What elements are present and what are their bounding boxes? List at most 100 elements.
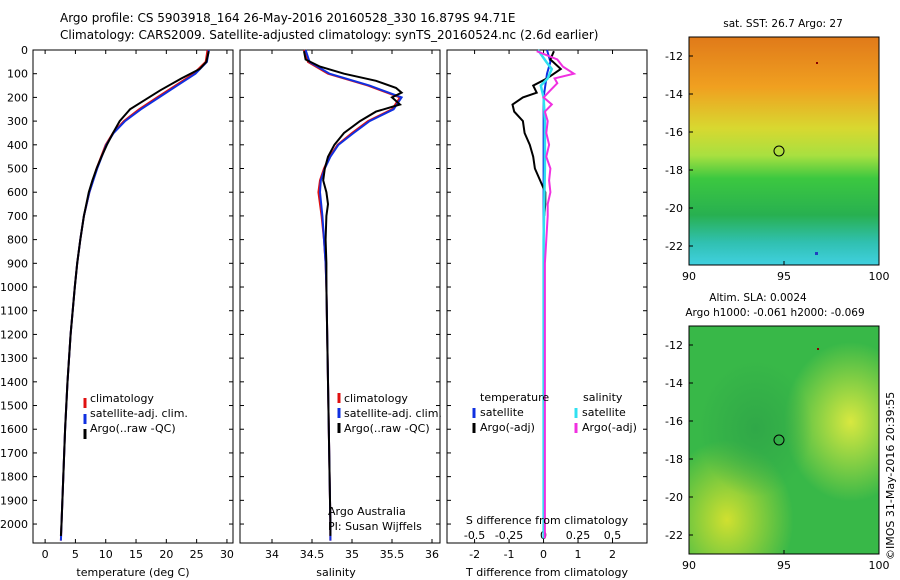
salinity-xlabel: salinity: [316, 566, 356, 579]
map-y-tick-label: -16: [665, 126, 683, 139]
map-y-tick-label: -12: [665, 339, 683, 352]
legend-sat-label: satellite-adj. clim.: [90, 407, 188, 420]
y-tick-label: 200: [7, 91, 28, 104]
sst-argo-marker: [773, 145, 785, 157]
sst-map-spot-2: [815, 252, 818, 255]
legend-salinity-heading: salinity: [583, 391, 623, 404]
y-tick-label: 2000: [0, 518, 28, 531]
temperature-ticks: 0100200300400500600700800900100011001200…: [0, 44, 234, 561]
sla-argo-marker: [773, 434, 785, 446]
salinity-panel: 34 34.5 35 35.5 36 climatology satellite-adj…: [239, 49, 442, 579]
y-tick-label: 400: [7, 139, 28, 152]
legend-t-sat-label: satellite: [480, 406, 524, 419]
credit-line-1: Argo Australia: [328, 505, 406, 518]
x-tick-label: 5: [72, 548, 79, 561]
map-x-tick-label: 90: [682, 559, 696, 572]
difference-series: [511, 49, 577, 539]
x-tick-label: 34.5: [300, 548, 325, 561]
y-tick-label: 600: [7, 186, 28, 199]
temperature-legend: climatology satellite-adj. clim. Argo(..…: [83, 392, 188, 439]
map-y-tick-label: -14: [665, 377, 683, 390]
x-top-tick-label: 0.25: [566, 529, 591, 542]
salinity-ticks: 34 34.5 35 35.5 36: [240, 49, 440, 561]
x-top-tick-label: -0.5: [464, 529, 485, 542]
x-tick-label: 2: [609, 548, 616, 561]
map-y-tick-label: -12: [665, 50, 683, 63]
x-tick-label: 35: [345, 548, 359, 561]
map-y-tick-label: -22: [665, 240, 683, 253]
y-tick-label: 1300: [0, 352, 28, 365]
x-tick-label: 30: [220, 548, 234, 561]
map-y-tick-label: -14: [665, 88, 683, 101]
map-x-tick-label: 100: [869, 270, 890, 283]
series-line-argo-raw-qc-: [303, 51, 404, 536]
y-tick-label: 1000: [0, 281, 28, 294]
y-tick-label: 900: [7, 257, 28, 270]
map-y-tick-label: -16: [665, 415, 683, 428]
y-tick-label: 1600: [0, 423, 28, 436]
map-y-tick-label: -18: [665, 453, 683, 466]
legend-s-sat-label: satellite: [582, 406, 626, 419]
temperature-axes: [32, 49, 234, 544]
series-line-salinity-argo-adj-: [536, 50, 577, 539]
temperature-xlabel: temperature (deg C): [76, 566, 189, 579]
legend-clim-label: climatology: [344, 392, 408, 405]
legend-s-argo-label: Argo(-adj): [582, 421, 637, 434]
map-x-tick-label: 90: [682, 270, 696, 283]
sla-map-spot: [817, 348, 819, 350]
sst-map-title: sat. SST: 26.7 Argo: 27: [723, 18, 843, 30]
y-tick-label: 0: [21, 44, 28, 57]
x-tick-label: 0: [42, 548, 49, 561]
x-top-tick-label: 0.5: [604, 529, 622, 542]
y-tick-label: 1400: [0, 376, 28, 389]
x-tick-label: 15: [129, 548, 143, 561]
difference-legend: temperature salinity satellite Argo(-adj…: [472, 391, 637, 434]
map-x-tick-label: 100: [869, 559, 890, 572]
sla-map-ticks: 90 95 100 -12 -14 -16 -18 -20 -22: [665, 339, 889, 572]
legend-clim-label: climatology: [90, 392, 154, 405]
x-tick-label: 35.5: [380, 548, 405, 561]
map-y-tick-label: -22: [665, 529, 683, 542]
y-tick-label: 1900: [0, 494, 28, 507]
legend-temperature-heading: temperature: [480, 391, 549, 404]
y-tick-label: 800: [7, 234, 28, 247]
sst-map-spot: [816, 62, 818, 64]
x-tick-label: 25: [190, 548, 204, 561]
x-tick-label: 1: [575, 548, 582, 561]
credit-line-2: PI: Susan Wijffels: [328, 520, 422, 533]
legend-t-argo-label: Argo(-adj): [480, 421, 535, 434]
y-tick-label: 1800: [0, 471, 28, 484]
x-top-tick-label: -0.25: [495, 529, 523, 542]
difference-panel: -2 -1 0 1 2-0.5 -0.25 0 0.25 0.5 temperature sal…: [446, 49, 648, 579]
legend-sat-label: satellite-adj. clim.: [344, 407, 442, 420]
series-line-salinity-satellite: [536, 49, 554, 539]
x-tick-label: 0: [540, 548, 547, 561]
map-y-tick-label: -20: [665, 491, 683, 504]
sla-map-title-2: Argo h1000: -0.061 h2000: -0.069: [685, 307, 864, 319]
figure-title-2: Climatology: CARS2009. Satellite-adjuste…: [60, 28, 598, 42]
x-tick-label: -2: [469, 548, 480, 561]
salinity-axes: [239, 49, 441, 544]
y-tick-label: 1500: [0, 400, 28, 413]
x-tick-label: 34: [265, 548, 279, 561]
map-x-tick-label: 95: [777, 559, 791, 572]
x-tick-label: 36: [425, 548, 439, 561]
sst-map-ticks: 90 95 100 -12 -14 -16 -18 -20 -22: [665, 50, 889, 283]
map-y-tick-label: -20: [665, 202, 683, 215]
y-tick-label: 300: [7, 115, 28, 128]
watermark: ©IMOS 31-May-2016 20:39:55: [884, 392, 897, 560]
difference-xlabel: T difference from climatology: [465, 566, 628, 579]
y-tick-label: 500: [7, 163, 28, 176]
x-tick-label: 10: [99, 548, 113, 561]
y-tick-label: 700: [7, 210, 28, 223]
sst-map-panel: sat. SST: 26.7 Argo: 27 90 95 100 -12 -14 -16…: [665, 18, 889, 283]
difference-top-xlabel: S difference from climatology: [466, 514, 629, 527]
salinity-legend: climatology satellite-adj. clim. Argo(..…: [337, 392, 442, 435]
sla-map-panel: Altim. SLA: 0.0024 Argo h1000: -0.061 h2…: [665, 292, 889, 572]
map-x-tick-label: 95: [777, 270, 791, 283]
salinity-series: [303, 49, 404, 541]
temperature-series: [59, 49, 210, 541]
legend-argo-label: Argo(..raw -QC): [90, 422, 176, 435]
legend-argo-label: Argo(..raw -QC): [344, 422, 430, 435]
